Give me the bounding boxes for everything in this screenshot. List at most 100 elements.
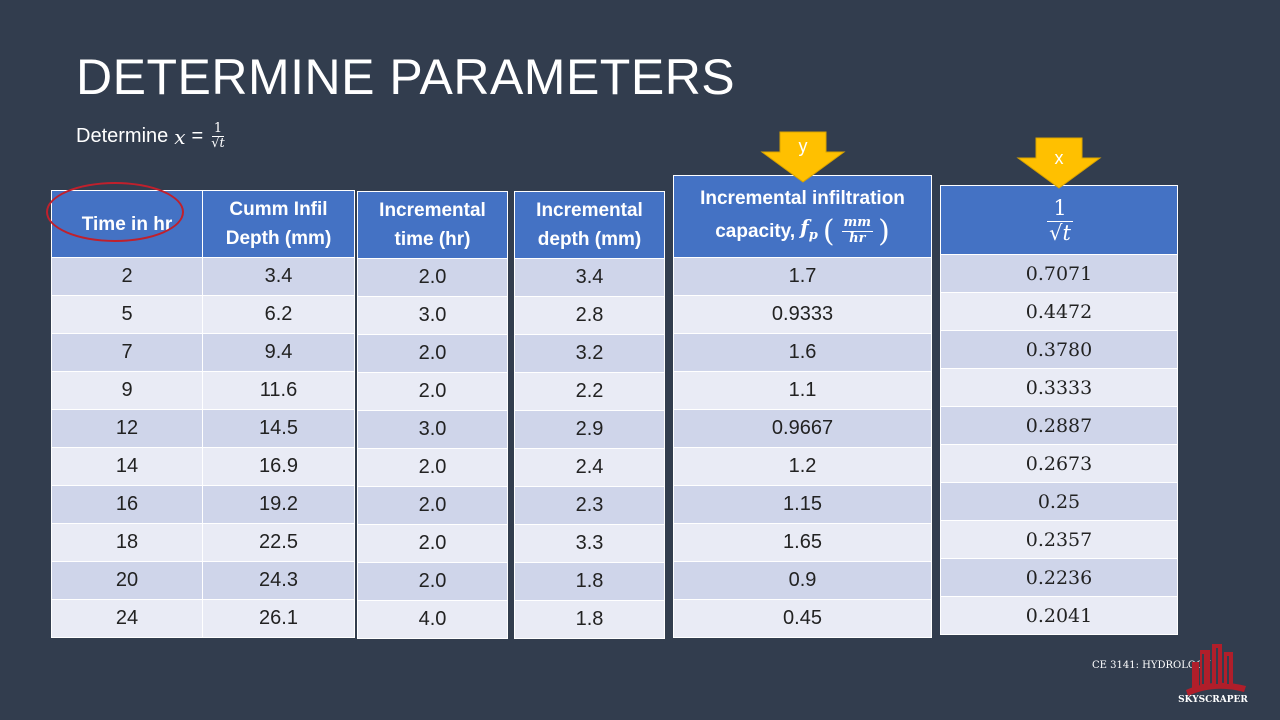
header-incremental-depth: Incremental depth (mm) (514, 191, 665, 259)
table-cell: 7 (51, 333, 203, 372)
table-row: 1.6 (673, 333, 932, 372)
table-row: 0.9333 (673, 295, 932, 334)
table-cell: 2.0 (357, 524, 508, 563)
table-cell: 0.3333 (940, 368, 1178, 407)
table-row: 1.7 (673, 257, 932, 296)
table-cell: 14.5 (202, 409, 355, 448)
subtitle-var: x (174, 124, 186, 149)
table-cell: 24 (51, 599, 203, 638)
table-cell: 2.0 (357, 334, 508, 373)
header-paren-right: ) (878, 213, 890, 249)
table-cell: 5 (51, 295, 203, 334)
header-infil-line1: Incremental infiltration (700, 187, 905, 209)
y-arrow-label: y (798, 136, 808, 156)
table-cell: 18 (51, 523, 203, 562)
table-cell: 0.9 (673, 561, 932, 600)
table-row: 0.7071 (940, 254, 1178, 293)
header-x-den: √t (1049, 220, 1071, 245)
table-row: 0.3780 (940, 330, 1178, 369)
header-cumm-infil-depth: Cumm Infil Depth (mm) (202, 190, 355, 258)
table-cell: 0.2887 (940, 406, 1178, 445)
table-cell: 0.2673 (940, 444, 1178, 483)
table-row: 0.4472 (940, 292, 1178, 331)
table-cell: 24.3 (202, 561, 355, 600)
time-cumm-table: Time in hr Cumm Infil Depth (mm) 2 3.4 5 6.… (51, 190, 355, 638)
table-row: 3.0 (357, 410, 508, 449)
table-row: 1.8 (514, 600, 665, 639)
table-row: 0.3333 (940, 368, 1178, 407)
table-cell: 2.9 (514, 410, 665, 449)
table-row: 0.9 (673, 561, 932, 600)
table-cell: 2.0 (357, 258, 508, 297)
header-inverse-sqrt-t: 1 √t (940, 185, 1178, 255)
course-label: CE 3141: HYDROLOGY (1092, 660, 1211, 671)
table-cell: 14 (51, 447, 203, 486)
table-row: 12 14.5 (51, 409, 355, 448)
table-row: 1.15 (673, 485, 932, 524)
header-infil-line2: capacity, (715, 220, 796, 242)
table-cell: 0.9667 (673, 409, 932, 448)
table-cell: 2.3 (514, 486, 665, 525)
table-cell: 6.2 (202, 295, 355, 334)
table-cell: 2.0 (357, 486, 508, 525)
table-row: 16 19.2 (51, 485, 355, 524)
x-arrow-shape (1016, 137, 1102, 189)
table-cell: 2.8 (514, 296, 665, 335)
incremental-depth-table: Incremental depth (mm) 3.4 2.8 3.2 2.2 2.9 2.… (514, 191, 665, 639)
table-cell: 2 (51, 257, 203, 296)
table-row: 0.9667 (673, 409, 932, 448)
table-row: 1.65 (673, 523, 932, 562)
table-cell: 11.6 (202, 371, 355, 410)
table-row: 2 3.4 (51, 257, 355, 296)
table-cell: 3.3 (514, 524, 665, 563)
table-row: 0.2887 (940, 406, 1178, 445)
incremental-time-table: Incremental time (hr) 2.0 3.0 2.0 2.0 3.0 2.0… (357, 191, 508, 639)
table-row: 0.2041 (940, 596, 1178, 635)
table-cell: 3.0 (357, 410, 508, 449)
table-cell: 1.15 (673, 485, 932, 524)
table-cell: 0.9333 (673, 295, 932, 334)
y-arrow-shape (760, 131, 846, 183)
table-cell: 9.4 (202, 333, 355, 372)
table-row: 0.45 (673, 599, 932, 638)
table-cell: 3.4 (514, 258, 665, 297)
header-infil-line2-wrap: capacity, fp ( mm hr ) (674, 213, 931, 250)
header-x-fraction: 1 √t (1047, 197, 1073, 245)
subtitle-eq: = (191, 125, 204, 148)
header-fp-sub: p (808, 227, 818, 243)
table-cell: 2.0 (357, 372, 508, 411)
table-row: 18 22.5 (51, 523, 355, 562)
header-fp: fp (800, 213, 818, 250)
table-cell: 1.8 (514, 600, 665, 639)
table-row: 2.0 (357, 524, 508, 563)
table-row: 20 24.3 (51, 561, 355, 600)
subtitle: Determine x = 1 √t (76, 121, 225, 152)
table-cell: 0.2236 (940, 558, 1178, 597)
table-row: 7 9.4 (51, 333, 355, 372)
slide-title: DETERMINE PARAMETERS (76, 49, 736, 105)
table-cell: 1.7 (673, 257, 932, 296)
table-cell: 3.0 (357, 296, 508, 335)
table-cell: 19.2 (202, 485, 355, 524)
table-cell: 0.7071 (940, 254, 1178, 293)
table-row: 0.2673 (940, 444, 1178, 483)
table-cell: 20 (51, 561, 203, 600)
table-row: 1.8 (514, 562, 665, 601)
table-cell: 9 (51, 371, 203, 410)
table-row: 4.0 (357, 600, 508, 639)
header-paren-left: ( (822, 213, 835, 249)
table-row: 24 26.1 (51, 599, 355, 638)
highlight-ellipse (46, 182, 184, 242)
table-row: 2.0 (357, 334, 508, 373)
x-arrow-label: x (1054, 148, 1064, 168)
table-cell: 0.2357 (940, 520, 1178, 559)
table-row: 2.0 (357, 486, 508, 525)
table-row: 0.2357 (940, 520, 1178, 559)
table-row: 2.0 (357, 258, 508, 297)
table-cell: 1.8 (514, 562, 665, 601)
table-row: 2.4 (514, 448, 665, 487)
table-row: 3.3 (514, 524, 665, 563)
header-incremental-time: Incremental time (hr) (357, 191, 508, 259)
table-row: 3.0 (357, 296, 508, 335)
header-x-num: 1 (1047, 197, 1073, 222)
